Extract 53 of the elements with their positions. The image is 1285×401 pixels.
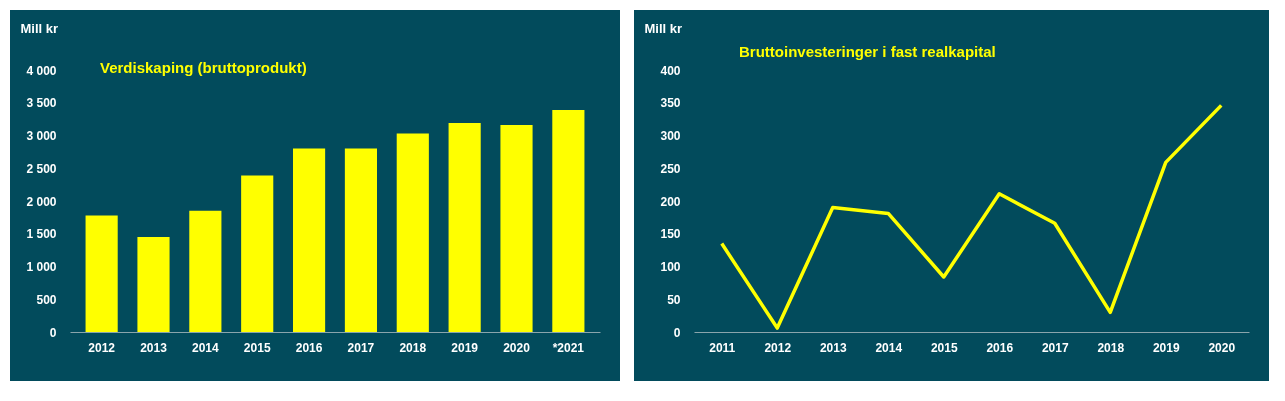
x-tick-label: 2015 [243,340,271,355]
bar [552,109,585,332]
y-tick-label: 4 000 [26,63,57,78]
y-tick-label: 2 000 [26,194,57,209]
y-tick-label: 350 [660,96,681,111]
bar [189,210,222,332]
y-tick-label: 0 [49,325,57,340]
x-tick-label: 2014 [875,340,903,355]
bar [137,237,170,332]
y-tick-label: 300 [660,129,681,143]
y-tick-label: 1 500 [26,227,57,242]
y-tick-label: 500 [36,292,57,307]
chart-title: Verdiskaping (bruttoprodukt) [100,59,307,76]
y-tick-label: 100 [660,260,681,274]
y-tick-label: 1 000 [26,260,57,274]
x-tick-label: 2020 [1208,340,1236,355]
y-tick-label: 50 [667,292,681,307]
y-tick-label: 400 [660,63,681,78]
x-tick-label: 2019 [1152,340,1180,355]
x-tick-label: 2016 [295,340,323,355]
x-tick-label: 2016 [986,340,1014,355]
x-tick-label: 2018 [399,340,427,355]
x-tick-label: 2018 [1097,340,1125,355]
y-tick-label: 200 [660,194,681,209]
bar [292,148,326,332]
x-tick-label: 2012 [88,340,116,355]
x-tick-label: 2012 [764,340,792,355]
y-tick-label: 3 000 [26,129,57,143]
y-tick-label: 250 [660,161,681,176]
x-tick-label: *2021 [552,340,585,355]
x-tick-label: 2017 [347,340,375,355]
bar [448,123,481,332]
x-tick-label: 2015 [930,340,958,355]
bar [396,133,429,332]
x-tick-label: 2020 [503,340,531,355]
x-tick-label: 2013 [819,340,847,355]
y-tick-label: 3 500 [26,96,57,111]
y-axis-title: Mill kr [20,20,59,36]
y-tick-label: 2 500 [26,161,57,176]
line-series [720,103,1223,330]
x-tick-label: 2013 [140,340,168,355]
x-tick-label: 2017 [1041,340,1069,355]
chart-title: Bruttoinvesteringer i fast realkapital [739,43,996,60]
bar [344,148,378,332]
bar [85,215,118,332]
bar [500,125,533,332]
x-tick-label: 2014 [192,340,220,355]
bar [241,175,274,332]
y-tick-label: 150 [660,227,681,242]
y-tick-label: 0 [673,325,681,340]
y-axis-title: Mill kr [644,20,683,36]
x-tick-label: 2019 [451,340,479,355]
x-tick-label: 2011 [709,340,736,355]
